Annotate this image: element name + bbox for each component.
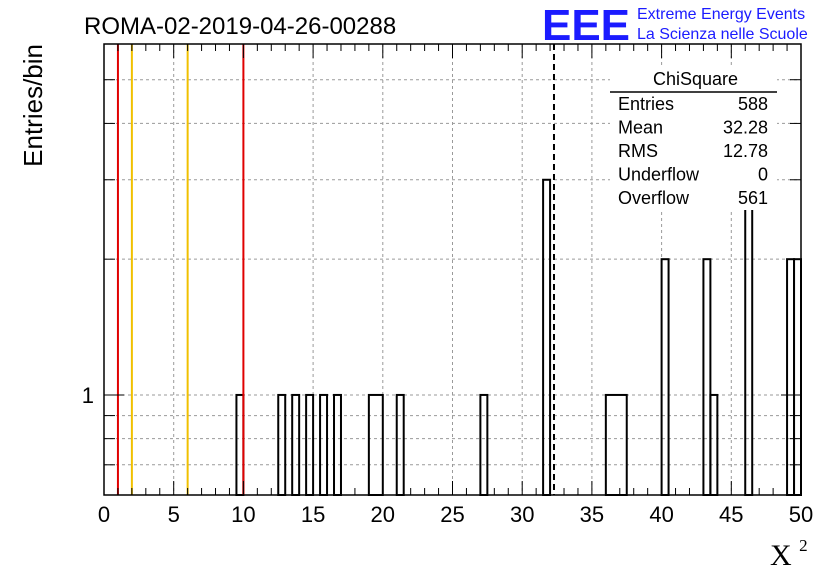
stats-row-value: 0 (758, 165, 768, 185)
logo-line-1: Extreme Energy Events (637, 6, 805, 23)
x-tick-label: 15 (301, 502, 325, 527)
y-axis-label: Entries/bin (18, 44, 48, 167)
stats-box-title: ChiSquare (653, 69, 738, 89)
reference-lines (116, 44, 555, 495)
histogram-bar (235, 393, 245, 497)
logo-letters: EEE (542, 1, 630, 50)
x-tick-label: 50 (789, 502, 813, 527)
x-tick-label: 5 (168, 502, 180, 527)
histogram-bar (542, 178, 552, 496)
x-tick-label: 35 (580, 502, 604, 527)
histogram-bar (333, 393, 342, 497)
logo-line-2: La Scienza nelle Scuole (637, 26, 808, 43)
x-axis-label-superscript: 2 (799, 536, 808, 555)
histogram-bar (319, 393, 329, 497)
histogram-bar (277, 393, 287, 497)
histogram-bar (709, 393, 719, 497)
stats-row-label: Entries (618, 94, 674, 114)
x-tick-label: 0 (98, 502, 110, 527)
x-tick-label: 20 (371, 502, 395, 527)
stats-box: ChiSquare Entries 588 Mean 32.28 RMS 12.78 Unde… (610, 66, 777, 210)
x-tick-label: 25 (440, 502, 464, 527)
stats-row-value: 32.28 (723, 118, 768, 138)
stats-row-label: Overflow (618, 188, 690, 208)
histogram-bar (395, 393, 405, 497)
chart-title: ROMA-02-2019-04-26-00288 (84, 13, 396, 40)
eee-logo: EEE Extreme Energy Events La Scienza nel… (542, 1, 808, 50)
plot-frame (103, 43, 802, 496)
stats-row-label: Mean (618, 118, 663, 138)
histogram-bar (305, 393, 315, 497)
stats-box-bg (610, 66, 777, 210)
x-tick-label: 40 (649, 502, 673, 527)
stats-row-value: 588 (738, 94, 768, 114)
stats-row-label: RMS (618, 141, 658, 161)
histogram-bar (479, 393, 489, 497)
x-tick-label: 45 (719, 502, 743, 527)
x-tick-label: 10 (231, 502, 255, 527)
stats-row-value: 561 (738, 188, 768, 208)
histogram-bar (367, 393, 384, 497)
stats-row-label: Underflow (618, 165, 700, 185)
y-tick-label: 1 (82, 383, 94, 408)
histogram-bar (786, 258, 796, 496)
grid-layer (104, 44, 801, 495)
x-tick-label: 30 (510, 502, 534, 527)
stats-row-value: 12.78 (723, 141, 768, 161)
x-axis-label-main: X (770, 539, 792, 572)
histogram-bar (660, 258, 670, 496)
histogram-bar (604, 393, 628, 497)
x-axis-label: X 2 (770, 536, 808, 572)
histogram-bar (702, 258, 712, 496)
histogram-bar (291, 393, 301, 497)
histogram-bar (793, 258, 803, 496)
axes: 0 5 10 15 20 25 30 35 40 45 50 1 (82, 43, 813, 527)
